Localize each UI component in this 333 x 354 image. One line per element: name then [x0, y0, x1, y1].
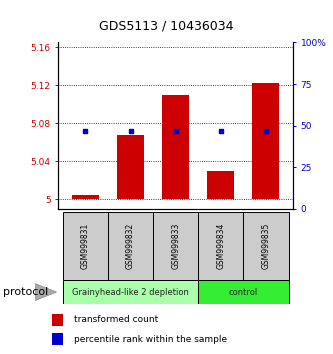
Bar — [72, 195, 99, 199]
Bar — [52, 314, 63, 326]
Text: protocol: protocol — [3, 287, 49, 297]
Bar — [63, 280, 198, 304]
Bar — [117, 135, 144, 199]
Text: percentile rank within the sample: percentile rank within the sample — [74, 335, 227, 344]
Point — [128, 128, 133, 133]
Bar — [63, 212, 108, 280]
Bar — [162, 95, 189, 199]
Point — [173, 128, 178, 133]
Point — [263, 128, 269, 133]
Text: GSM999833: GSM999833 — [171, 223, 180, 269]
Bar — [243, 212, 288, 280]
Bar — [153, 212, 198, 280]
Text: GSM999831: GSM999831 — [81, 223, 90, 269]
Bar — [198, 212, 243, 280]
Point — [218, 128, 223, 133]
Bar — [252, 83, 279, 199]
Text: GSM999835: GSM999835 — [261, 223, 270, 269]
Text: GSM999832: GSM999832 — [126, 223, 135, 269]
Text: Grainyhead-like 2 depletion: Grainyhead-like 2 depletion — [72, 287, 189, 297]
Polygon shape — [35, 284, 57, 301]
Point — [83, 128, 88, 133]
Text: GSM999834: GSM999834 — [216, 223, 225, 269]
Bar — [198, 280, 288, 304]
Bar — [207, 171, 234, 199]
Bar — [52, 333, 63, 346]
Text: GDS5113 / 10436034: GDS5113 / 10436034 — [99, 19, 234, 33]
Text: transformed count: transformed count — [74, 315, 159, 324]
Bar — [108, 212, 153, 280]
Text: control: control — [229, 287, 258, 297]
